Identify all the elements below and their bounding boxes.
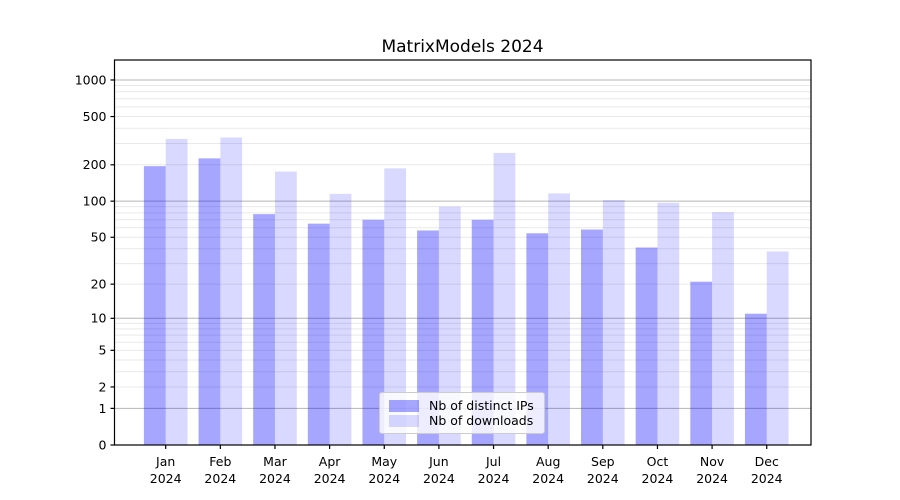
y-tick-label: 1000 bbox=[75, 72, 107, 87]
bar-distinct-ips bbox=[581, 229, 603, 445]
x-tick-label-year: 2024 bbox=[696, 471, 728, 486]
y-tick-label: 200 bbox=[83, 157, 107, 172]
y-tick-label: 5 bbox=[99, 343, 107, 358]
x-tick-label-year: 2024 bbox=[259, 471, 291, 486]
bar-distinct-ips bbox=[143, 166, 166, 446]
bar-downloads bbox=[329, 193, 352, 445]
legend-item-distinct-ips: Nb of distinct IPs bbox=[389, 398, 535, 413]
x-tick-label-month: Dec bbox=[755, 454, 779, 469]
bar-distinct-ips bbox=[362, 219, 385, 445]
legend-label-downloads: Nb of downloads bbox=[429, 413, 534, 428]
y-tick-label: 500 bbox=[83, 109, 107, 124]
y-tick-label: 10 bbox=[91, 311, 107, 326]
bar-distinct-ips bbox=[307, 223, 330, 445]
bar-distinct-ips bbox=[471, 219, 494, 445]
chart-title: MatrixModels 2024 bbox=[381, 37, 544, 57]
x-tick-label-month: Nov bbox=[700, 454, 725, 469]
x-tick-label-year: 2024 bbox=[150, 471, 182, 486]
x-tick-label-year: 2024 bbox=[532, 471, 564, 486]
bar-downloads bbox=[766, 251, 789, 445]
bar-downloads bbox=[438, 206, 461, 445]
legend-label-distinct-ips: Nb of distinct IPs bbox=[429, 398, 534, 413]
legend-swatch-downloads bbox=[389, 414, 419, 427]
bar-distinct-ips bbox=[417, 230, 439, 445]
x-tick-label-year: 2024 bbox=[751, 471, 783, 486]
x-tick-label-year: 2024 bbox=[314, 471, 346, 486]
bar-downloads bbox=[384, 168, 407, 445]
y-tick-label: 50 bbox=[91, 230, 107, 245]
x-tick-label-month: Sep bbox=[591, 454, 615, 469]
x-tick-label-year: 2024 bbox=[587, 471, 619, 486]
bar-distinct-ips bbox=[635, 247, 658, 445]
bar-downloads bbox=[493, 152, 516, 445]
bar-downloads bbox=[548, 193, 570, 445]
x-tick-label-year: 2024 bbox=[204, 471, 236, 486]
x-tick-label-month: Aug bbox=[536, 454, 560, 469]
legend-swatch-distinct-ips bbox=[389, 399, 419, 412]
y-tick-label: 1 bbox=[99, 401, 107, 416]
bar-distinct-ips bbox=[253, 214, 275, 445]
x-tick-label-month: Jan bbox=[155, 454, 175, 469]
x-tick-label-month: Mar bbox=[263, 454, 287, 469]
x-tick-label-year: 2024 bbox=[423, 471, 455, 486]
y-tick-label: 20 bbox=[91, 277, 107, 292]
bar-downloads bbox=[602, 200, 625, 445]
x-tick-label-month: Jul bbox=[485, 454, 501, 469]
bar-downloads bbox=[165, 138, 188, 446]
x-tick-label-month: Feb bbox=[209, 454, 231, 469]
x-tick-label-month: Oct bbox=[647, 454, 669, 469]
x-tick-label-year: 2024 bbox=[368, 471, 400, 486]
bar-downloads bbox=[712, 212, 734, 445]
x-tick-label-month: May bbox=[371, 454, 397, 469]
x-tick-label-month: Jun bbox=[428, 454, 449, 469]
bar-downloads bbox=[274, 171, 297, 445]
bar-downloads bbox=[657, 202, 680, 445]
bar-distinct-ips bbox=[744, 313, 767, 445]
bar-distinct-ips bbox=[198, 158, 221, 446]
x-tick-label-year: 2024 bbox=[478, 471, 510, 486]
legend: Nb of distinct IPs Nb of downloads bbox=[379, 392, 545, 434]
bar-downloads bbox=[220, 137, 243, 445]
axes-spines bbox=[113, 59, 812, 446]
x-tick-label-year: 2024 bbox=[642, 471, 674, 486]
bar-distinct-ips bbox=[690, 281, 713, 445]
y-tick-label: 0 bbox=[99, 437, 107, 452]
legend-item-downloads: Nb of downloads bbox=[389, 413, 535, 428]
y-tick-label: 2 bbox=[99, 379, 107, 394]
y-tick-label: 100 bbox=[83, 194, 107, 209]
x-tick-label-month: Apr bbox=[319, 454, 341, 469]
